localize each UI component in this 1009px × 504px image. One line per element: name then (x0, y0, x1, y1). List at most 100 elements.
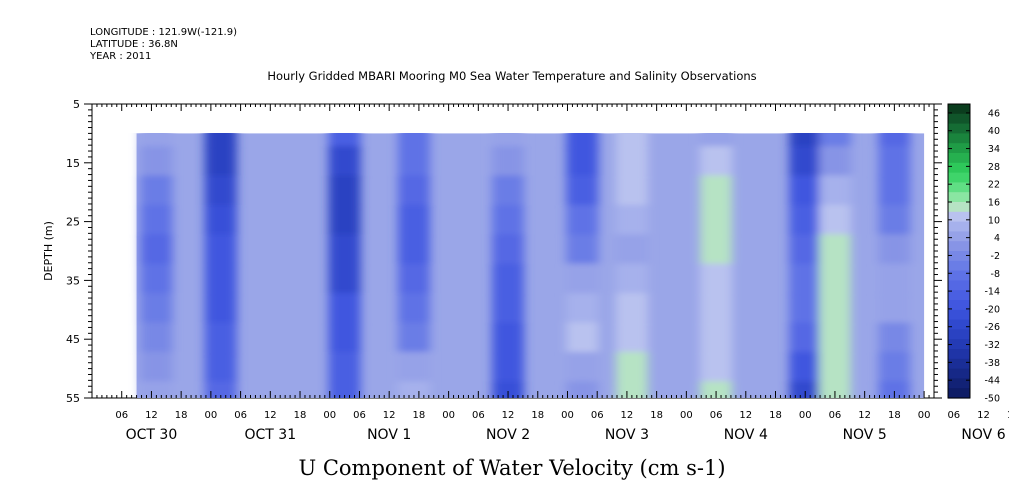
hour-tick-label: 00 (561, 410, 574, 421)
hour-tick-labels: 06 12 18 00 06 12 18 00 06 12 18 00 06 12 18 00 06 12 18 00… (115, 410, 1009, 421)
velocity-cell (492, 263, 525, 298)
velocity-cell (818, 175, 851, 209)
velocity-cell (204, 322, 237, 356)
velocity-cell (789, 146, 822, 180)
colorbar-label: 10 (988, 215, 1000, 226)
colorbar-swatch (948, 300, 970, 311)
velocity-cell (566, 175, 599, 209)
velocity-cell (878, 322, 911, 356)
velocity-cell (397, 204, 430, 239)
y-tick-labels: 5 15 25 35 45 55 (66, 98, 80, 405)
hour-tick-label: 06 (115, 410, 128, 421)
velocity-cell (397, 175, 430, 209)
velocity-cell (328, 133, 361, 151)
day-tick-label: NOV 2 (486, 427, 530, 443)
y-tick-label: 35 (66, 274, 80, 287)
colorbar-swatch (948, 368, 970, 379)
day-tick-label: NOV 3 (605, 427, 649, 443)
y-tick-label: 5 (73, 98, 80, 111)
hour-tick-label: 00 (442, 410, 455, 421)
colorbar-swatch (948, 319, 970, 330)
day-tick-label: NOV 6 (961, 427, 1005, 443)
velocity-cell (492, 133, 525, 151)
colorbar-label: 16 (988, 198, 1000, 209)
colorbar-swatch (948, 388, 970, 399)
velocity-cell (878, 204, 911, 239)
x-axis-label: U Component of Water Velocity (cm s-1) (298, 456, 725, 480)
hour-tick-label: 00 (205, 410, 218, 421)
velocity-cell (615, 351, 648, 386)
y-tick-label: 55 (66, 392, 80, 405)
velocity-cell (140, 175, 173, 209)
day-tick-label: OCT 30 (126, 427, 178, 443)
colorbar-swatch (948, 104, 970, 115)
velocity-cell (140, 381, 173, 398)
velocity-cell (328, 263, 361, 298)
velocity-cell (615, 133, 648, 151)
velocity-cell (700, 146, 733, 180)
velocity-cell (140, 146, 173, 180)
velocity-cell (789, 381, 822, 398)
hour-tick-label: 00 (799, 410, 812, 421)
velocity-cell (878, 175, 911, 209)
velocity-cell (818, 351, 851, 386)
hour-tick-label: 18 (1007, 410, 1009, 421)
velocity-cell (615, 204, 648, 239)
velocity-cell (492, 293, 525, 327)
colorbar-swatch (948, 153, 970, 164)
hour-tick-label: 06 (472, 410, 485, 421)
colorbar-swatch (948, 211, 970, 223)
colorbar-swatch (948, 260, 970, 272)
hour-tick-label: 06 (947, 410, 960, 421)
velocity-cell (700, 381, 733, 398)
colorbar-swatch (948, 221, 970, 232)
hour-tick-label: 06 (710, 410, 723, 421)
hour-tick-label: 00 (323, 410, 336, 421)
velocity-cell (566, 133, 599, 151)
velocity-cell (700, 234, 733, 268)
colorbar-swatch (948, 378, 970, 389)
velocity-cell (397, 234, 430, 268)
velocity-cell (566, 204, 599, 239)
hour-tick-label: 18 (888, 410, 901, 421)
hour-tick-label: 12 (502, 410, 515, 421)
colorbar-swatch (948, 133, 970, 144)
colorbar-label: 4 (994, 233, 1000, 244)
velocity-cell (700, 293, 733, 327)
velocity-cell (204, 381, 237, 398)
hour-tick-label: 12 (621, 410, 634, 421)
velocity-cell (615, 175, 648, 209)
velocity-cell (878, 146, 911, 180)
velocity-cell (328, 381, 361, 398)
velocity-cell (818, 322, 851, 356)
velocity-cell (566, 322, 599, 356)
day-tick-label: NOV 4 (724, 427, 768, 443)
colorbar-swatch (948, 241, 970, 252)
velocity-cell (328, 293, 361, 327)
colorbar-swatch (948, 231, 970, 242)
velocity-cell (878, 133, 911, 151)
colorbar-swatch (948, 339, 970, 350)
velocity-cell (878, 263, 911, 298)
hour-tick-label: 18 (650, 410, 663, 421)
hour-tick-label: 12 (383, 410, 396, 421)
velocity-cell (700, 322, 733, 356)
velocity-cell (789, 133, 822, 151)
velocity-cell (140, 234, 173, 268)
velocity-cell (328, 204, 361, 239)
velocity-cell (789, 263, 822, 298)
velocity-cell (397, 146, 430, 180)
velocity-cell (492, 175, 525, 209)
velocity-cell (566, 293, 599, 327)
hour-tick-label: 18 (175, 410, 188, 421)
velocity-cell (878, 234, 911, 268)
velocity-cell (818, 293, 851, 327)
velocity-cell (328, 146, 361, 180)
velocity-cell (700, 175, 733, 209)
velocity-cell (818, 263, 851, 298)
y-tick-label: 25 (66, 216, 80, 229)
colorbar-swatch (948, 280, 970, 291)
velocity-cell (615, 146, 648, 180)
velocity-cell (397, 381, 430, 398)
